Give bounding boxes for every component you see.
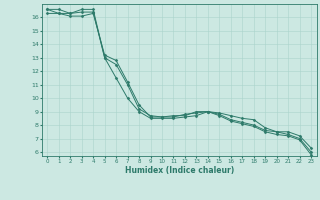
X-axis label: Humidex (Indice chaleur): Humidex (Indice chaleur): [124, 166, 234, 175]
